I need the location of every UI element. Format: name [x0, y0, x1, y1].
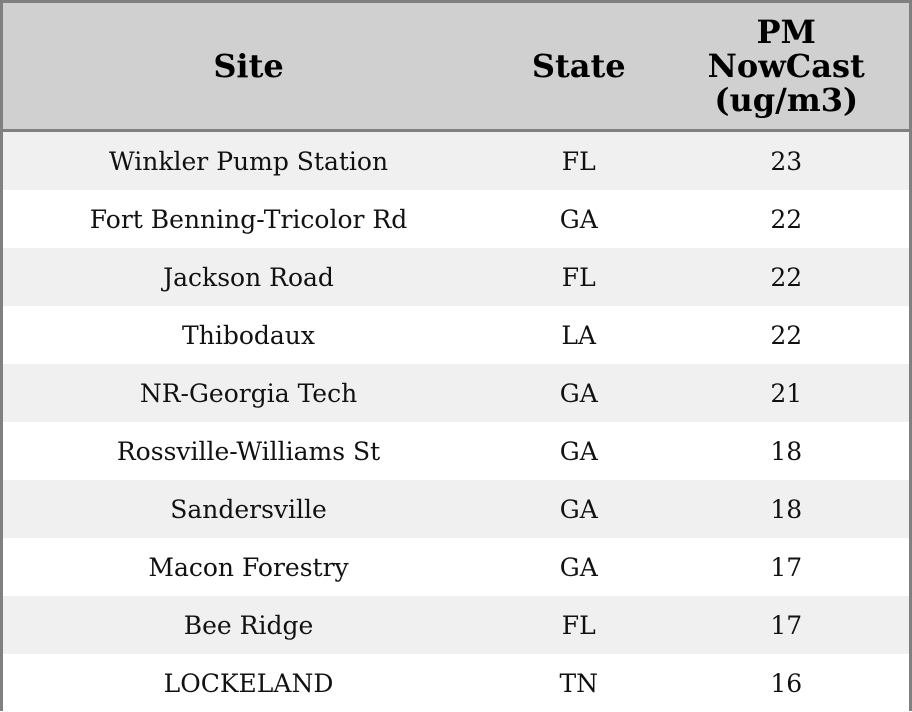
cell-state: FL: [494, 248, 664, 306]
cell-state: GA: [494, 364, 664, 422]
cell-site: Winkler Pump Station: [3, 130, 495, 190]
table-row: Thibodaux LA 22: [3, 306, 909, 364]
table-row: Winkler Pump Station FL 23: [3, 130, 909, 190]
table-row: Sandersville GA 18: [3, 480, 909, 538]
cell-site: Sandersville: [3, 480, 495, 538]
cell-site: NR-Georgia Tech: [3, 364, 495, 422]
pm-nowcast-table: Site State PM NowCast (ug/m3) Winkler Pu…: [3, 3, 909, 712]
cell-state: FL: [494, 596, 664, 654]
cell-pm: 21: [663, 364, 909, 422]
cell-state: FL: [494, 130, 664, 190]
table-row: Jackson Road FL 22: [3, 248, 909, 306]
cell-pm: 22: [663, 190, 909, 248]
cell-site: LOCKELAND: [3, 654, 495, 712]
header-row: Site State PM NowCast (ug/m3): [3, 3, 909, 132]
table-row: Macon Forestry GA 17: [3, 538, 909, 596]
header-pm-line-1: PM: [756, 13, 816, 51]
cell-pm: 18: [663, 422, 909, 480]
header-pm-line-2: NowCast: [707, 47, 865, 85]
cell-pm: 17: [663, 596, 909, 654]
header-site-line: Site: [213, 47, 284, 85]
cell-site: Fort Benning-Tricolor Rd: [3, 190, 495, 248]
header-site: Site: [3, 3, 495, 132]
cell-pm: 16: [663, 654, 909, 712]
table-row: NR-Georgia Tech GA 21: [3, 364, 909, 422]
cell-pm: 22: [663, 248, 909, 306]
table-row: Fort Benning-Tricolor Rd GA 22: [3, 190, 909, 248]
cell-site: Macon Forestry: [3, 538, 495, 596]
header-pm-nowcast: PM NowCast (ug/m3): [663, 3, 909, 132]
cell-state: GA: [494, 422, 664, 480]
cell-state: LA: [494, 306, 664, 364]
cell-state: TN: [494, 654, 664, 712]
cell-state: GA: [494, 190, 664, 248]
table-row: LOCKELAND TN 16: [3, 654, 909, 712]
cell-pm: 18: [663, 480, 909, 538]
cell-site: Thibodaux: [3, 306, 495, 364]
table-row: Bee Ridge FL 17: [3, 596, 909, 654]
cell-pm: 22: [663, 306, 909, 364]
header-state: State: [494, 3, 664, 132]
cell-site: Jackson Road: [3, 248, 495, 306]
cell-pm: 23: [663, 130, 909, 190]
cell-site: Rossville-Williams St: [3, 422, 495, 480]
cell-site: Bee Ridge: [3, 596, 495, 654]
cell-pm: 17: [663, 538, 909, 596]
header-state-line: State: [531, 47, 626, 85]
table-row: Rossville-Williams St GA 18: [3, 422, 909, 480]
cell-state: GA: [494, 538, 664, 596]
cell-state: GA: [494, 480, 664, 538]
header-pm-line-3: (ug/m3): [714, 81, 859, 119]
